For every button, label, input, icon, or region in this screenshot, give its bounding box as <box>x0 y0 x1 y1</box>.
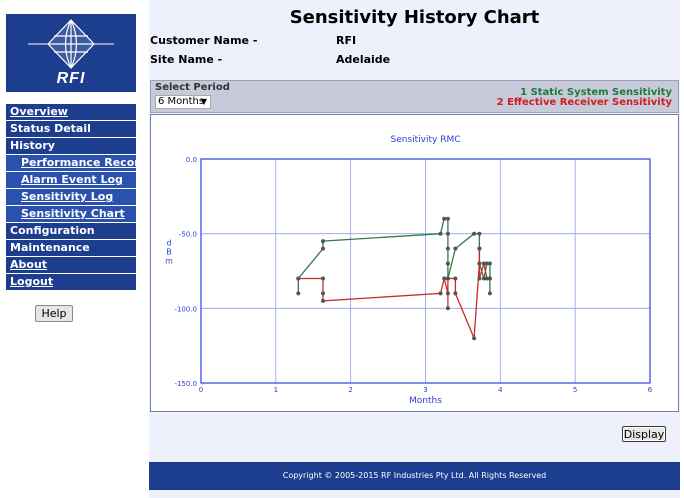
globe-icon <box>28 19 114 69</box>
data-point <box>321 291 325 296</box>
y-tick-label: 0.0 <box>186 156 197 164</box>
x-tick-label: 6 <box>648 386 653 394</box>
data-point <box>442 216 447 221</box>
data-point <box>472 336 477 341</box>
customer-name-label: Customer Name - <box>150 34 258 47</box>
x-tick-label: 1 <box>274 386 278 394</box>
data-point <box>477 231 482 236</box>
data-point <box>442 276 447 281</box>
footer: Copyright © 2005-2015 RF Industries Pty … <box>149 462 680 490</box>
sensitivity-chart: Sensitivity RMC 0 1 2 3 4 5 6 0.0 -50.0 -100.0 -150… <box>165 135 653 406</box>
legend-item-static: 1 Static System Sensitivity <box>520 87 672 98</box>
x-tick-label: 5 <box>573 386 577 394</box>
data-point <box>453 246 458 251</box>
period-bar: Select Period 6 Months ▼ 1 Static System… <box>150 80 679 113</box>
sidebar-item-configuration[interactable]: Configuration <box>6 223 136 239</box>
series-line-1 <box>297 218 491 294</box>
select-period-label: Select Period <box>155 82 230 93</box>
period-select[interactable]: 6 Months ▼ <box>155 95 211 109</box>
sidebar-item-sensitivity-log[interactable]: Sensitivity Log <box>6 189 136 205</box>
y-tick-label: -50.0 <box>179 231 197 239</box>
site-name-label: Site Name - <box>150 53 223 66</box>
sidebar: RFI Overview Status Detail History Perfo… <box>0 0 143 498</box>
page-title: Sensitivity History Chart <box>289 7 540 28</box>
chart-title: Sensitivity RMC <box>390 135 460 145</box>
sidebar-item-about[interactable]: About <box>6 257 136 273</box>
data-point <box>484 276 489 281</box>
data-point <box>321 298 325 303</box>
x-tick-label: 3 <box>423 386 427 394</box>
data-point <box>321 239 325 244</box>
sidebar-item-logout[interactable]: Logout <box>6 274 136 290</box>
sidebar-item-history[interactable]: History <box>6 138 136 154</box>
data-point <box>321 276 325 281</box>
data-point <box>453 291 458 296</box>
plot-area <box>200 158 651 384</box>
help-button[interactable]: Help <box>35 305 73 322</box>
sidebar-nav: Overview Status Detail History Performan… <box>6 104 136 291</box>
sidebar-item-status-detail[interactable]: Status Detail <box>6 121 136 137</box>
data-point <box>438 231 443 236</box>
series-line-2 <box>298 248 490 339</box>
rfi-logo: RFI <box>6 14 136 92</box>
x-tick-label: 4 <box>498 386 503 394</box>
customer-name-value: RFI <box>336 34 357 47</box>
sidebar-item-performance-record[interactable]: Performance Record <box>6 155 136 171</box>
data-point <box>445 246 450 251</box>
data-point <box>487 291 492 296</box>
data-point <box>453 276 458 281</box>
x-axis-label: Months <box>409 396 442 406</box>
sidebar-item-sensitivity-chart[interactable]: Sensitivity Chart <box>6 206 136 222</box>
data-point <box>472 231 477 236</box>
logo-text: RFI <box>56 70 86 87</box>
data-point <box>445 306 450 311</box>
data-point <box>477 261 482 266</box>
data-point <box>487 276 492 281</box>
data-point <box>321 246 325 251</box>
display-button[interactable]: Display <box>622 426 666 442</box>
x-tick-label: 2 <box>348 386 352 394</box>
data-point <box>438 291 443 296</box>
y-tick-label: -100.0 <box>174 305 197 313</box>
chart-legend: 1 Static System Sensitivity 2 Effective … <box>497 88 672 108</box>
data-point <box>445 261 450 266</box>
sidebar-item-maintenance[interactable]: Maintenance <box>6 240 136 256</box>
data-point <box>481 261 486 266</box>
data-point <box>445 276 450 281</box>
site-name-value: Adelaide <box>336 53 391 66</box>
data-point <box>484 261 489 266</box>
data-point <box>445 291 450 296</box>
data-point <box>445 231 450 236</box>
x-tick-label: 0 <box>199 386 203 394</box>
data-point <box>487 261 492 266</box>
data-point <box>296 276 301 281</box>
legend-item-effective: 2 Effective Receiver Sensitivity <box>496 97 672 108</box>
sidebar-item-overview[interactable]: Overview <box>6 104 136 120</box>
data-point <box>477 246 482 251</box>
data-point <box>296 291 301 296</box>
chevron-down-icon: ▼ <box>200 97 207 106</box>
data-point <box>481 276 486 281</box>
data-point <box>477 276 482 281</box>
sidebar-item-alarm-event-log[interactable]: Alarm Event Log <box>6 172 136 188</box>
main-content: Sensitivity History Chart Customer Name … <box>149 0 680 498</box>
period-select-value: 6 Months <box>158 96 205 107</box>
data-point <box>445 216 450 221</box>
chart-frame: Sensitivity RMC 0 1 2 3 4 5 6 0.0 -50.0 -100.0 -150… <box>150 114 679 412</box>
y-tick-label: -150.0 <box>174 380 197 388</box>
